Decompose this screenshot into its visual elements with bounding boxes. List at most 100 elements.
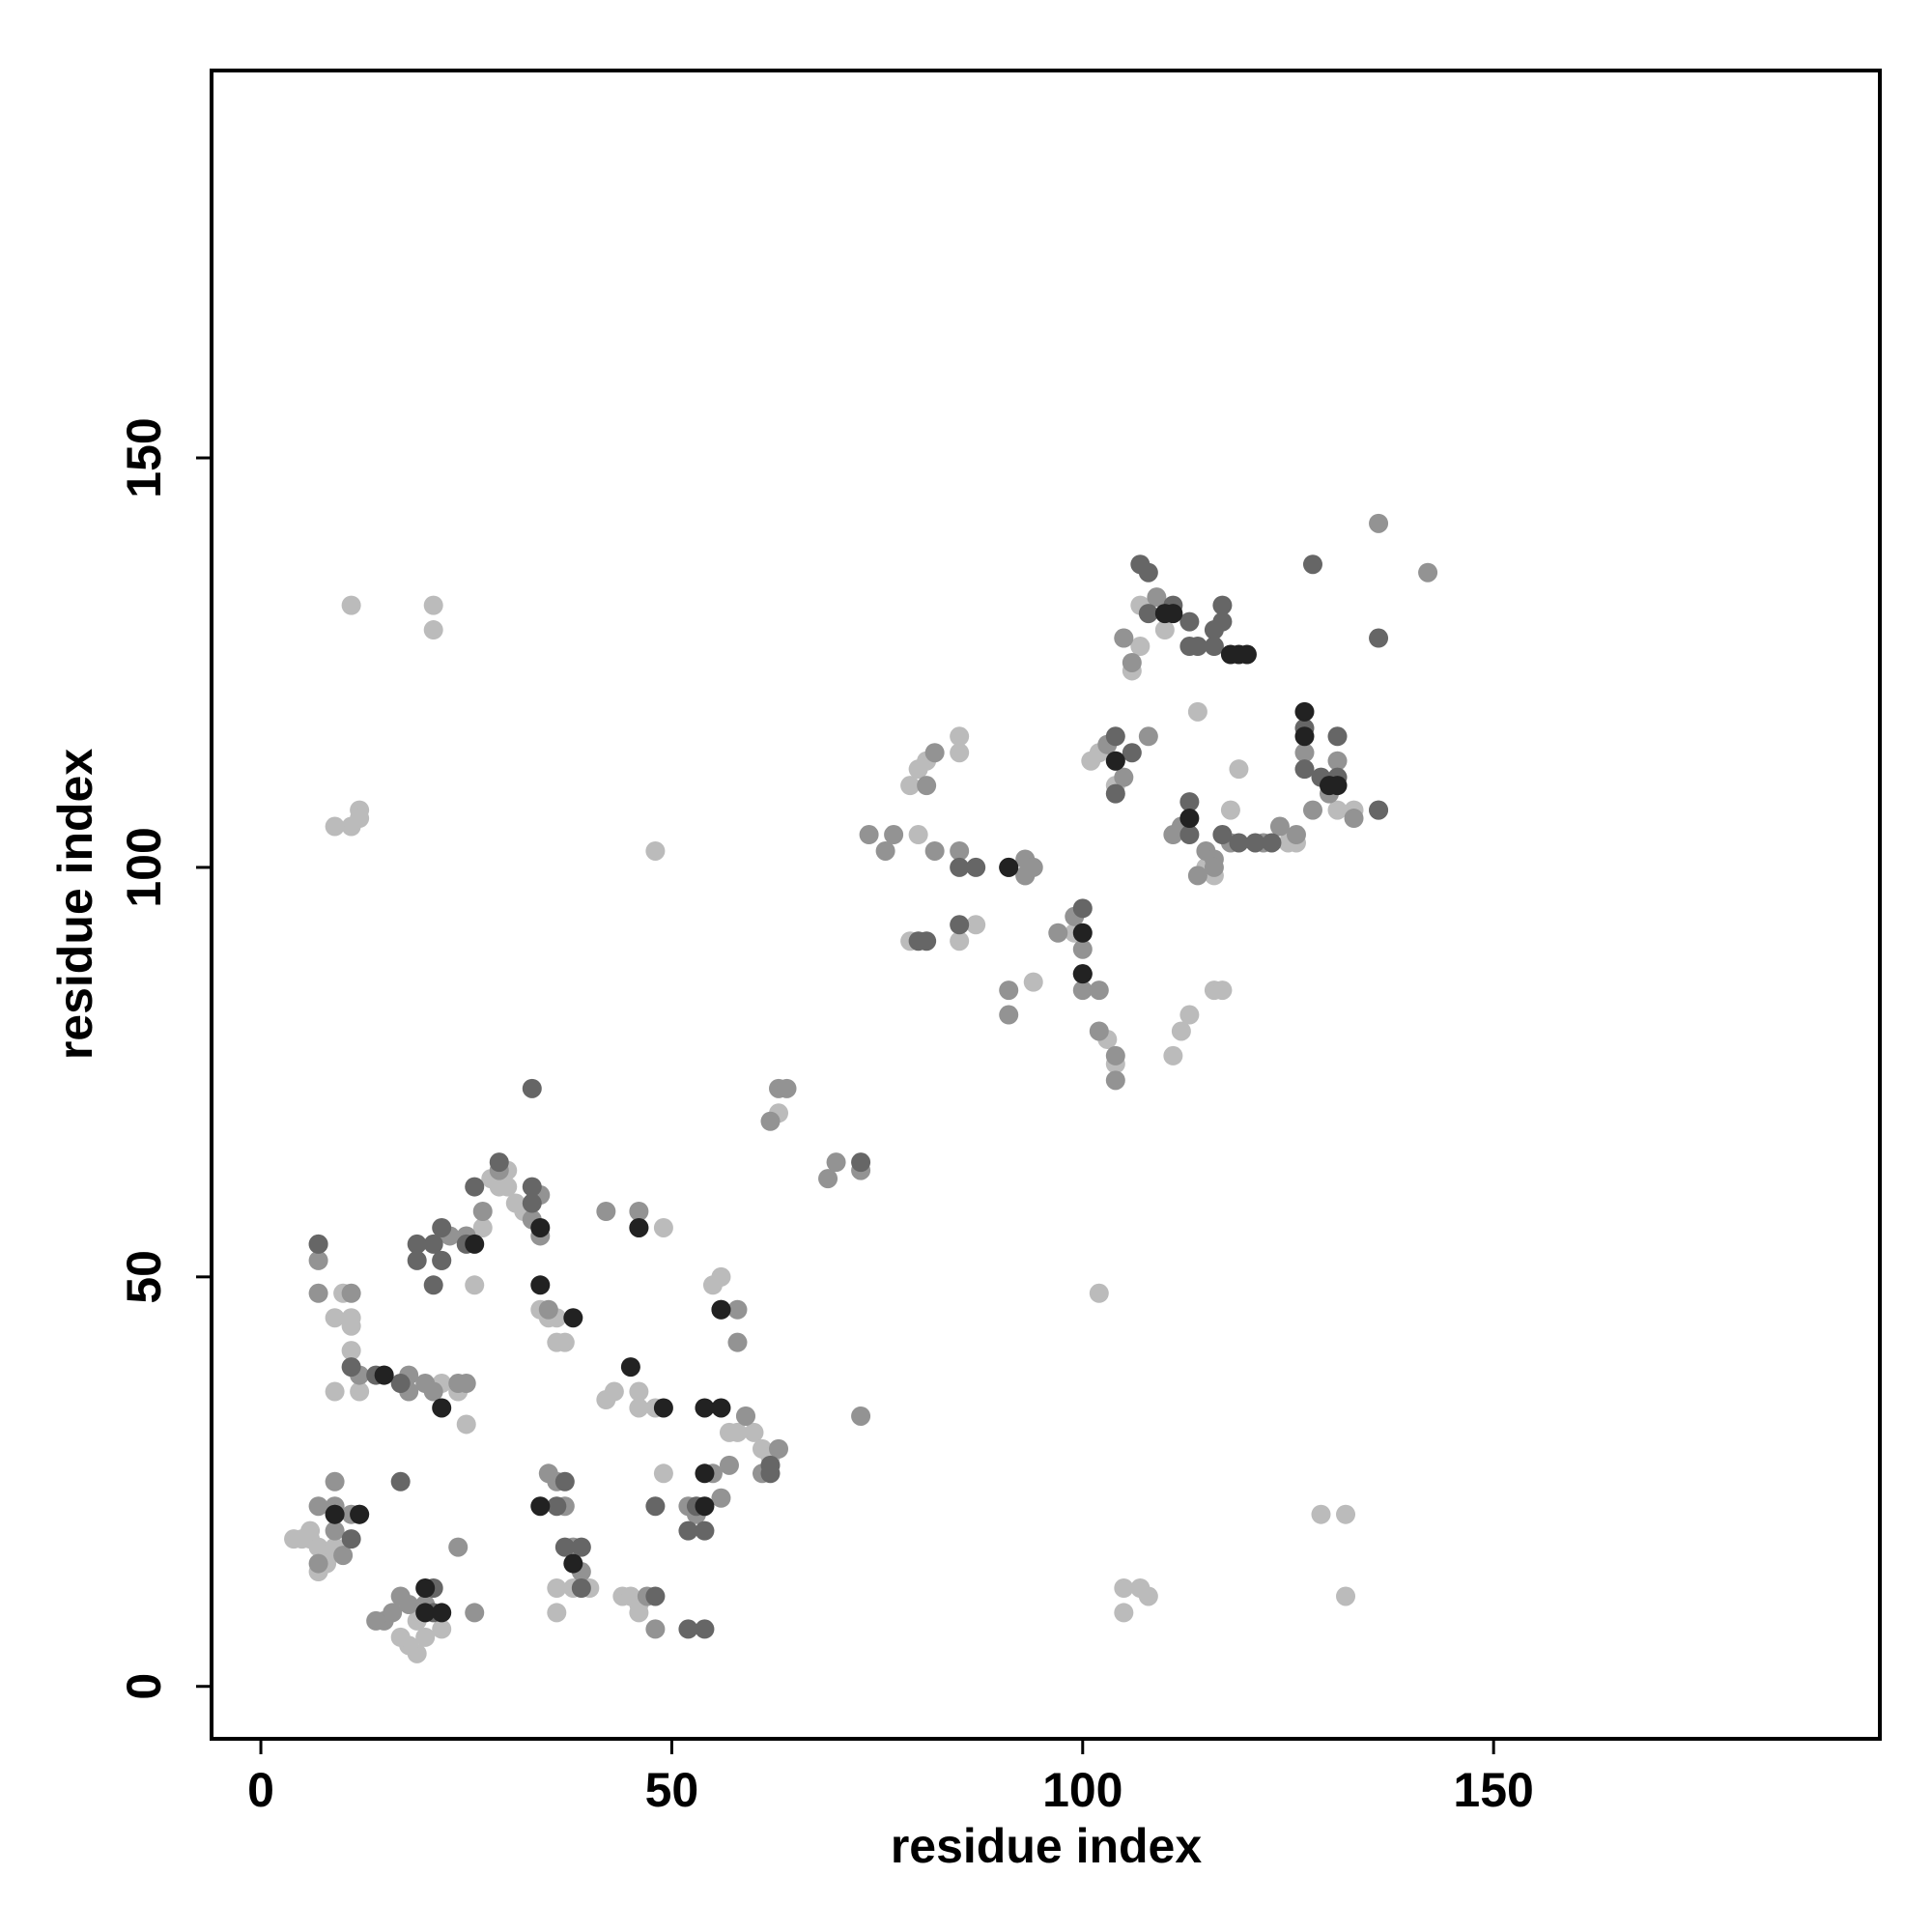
point <box>727 1299 748 1320</box>
point <box>917 776 937 796</box>
point <box>308 1250 328 1270</box>
point <box>1229 759 1249 780</box>
point <box>769 1438 789 1459</box>
point <box>308 1283 328 1303</box>
point <box>695 1496 715 1517</box>
point <box>1327 751 1348 771</box>
point <box>851 1406 871 1426</box>
point <box>341 595 361 615</box>
point <box>308 1553 328 1574</box>
y-tick-label: 100 <box>117 827 171 907</box>
point <box>1327 776 1348 796</box>
point <box>1294 759 1315 780</box>
point <box>399 1594 419 1614</box>
point <box>1236 644 1257 665</box>
x-axis-title: residue index <box>891 1819 1203 1873</box>
point <box>818 1169 838 1189</box>
point <box>497 1177 518 1197</box>
point <box>423 1381 443 1402</box>
point <box>1105 1070 1125 1091</box>
plot-frame <box>210 69 1882 1741</box>
point <box>884 825 904 845</box>
point <box>1138 604 1158 624</box>
point <box>1179 809 1200 829</box>
point <box>350 1504 370 1524</box>
point <box>917 931 937 952</box>
point <box>1072 980 1093 1001</box>
point <box>629 1202 649 1222</box>
point <box>1187 637 1208 657</box>
point <box>325 1381 345 1402</box>
point <box>538 1463 558 1484</box>
point <box>1154 620 1175 640</box>
point <box>522 1177 542 1197</box>
point <box>826 1152 846 1173</box>
point <box>325 1520 345 1541</box>
point <box>1327 726 1348 747</box>
point <box>1105 751 1125 771</box>
point <box>415 1578 436 1599</box>
point <box>538 1299 558 1320</box>
point <box>924 840 945 861</box>
point <box>1269 816 1290 837</box>
point <box>341 1357 361 1378</box>
point <box>645 840 666 861</box>
point <box>1163 604 1183 624</box>
point <box>1089 980 1109 1001</box>
point <box>341 1283 361 1303</box>
point <box>1130 637 1151 657</box>
point <box>604 1381 624 1402</box>
point <box>1369 800 1389 820</box>
point <box>695 1520 715 1541</box>
point <box>1114 1603 1134 1623</box>
point <box>629 1603 649 1623</box>
point <box>966 857 986 877</box>
point <box>547 1603 567 1623</box>
point <box>571 1578 591 1599</box>
point <box>432 1619 452 1639</box>
point <box>1212 825 1233 845</box>
point <box>563 1553 583 1574</box>
point <box>1023 972 1043 992</box>
point <box>1212 980 1233 1001</box>
point <box>678 1619 698 1639</box>
point <box>1089 1283 1109 1303</box>
point <box>950 726 970 747</box>
point <box>1212 611 1233 632</box>
point <box>308 1234 328 1254</box>
point <box>465 1234 485 1254</box>
point <box>1204 857 1224 877</box>
point <box>522 1193 542 1213</box>
point <box>547 1332 567 1352</box>
point <box>735 1406 755 1426</box>
point <box>554 1537 575 1557</box>
point <box>465 1603 485 1623</box>
point <box>629 1381 649 1402</box>
point <box>407 1250 427 1270</box>
point <box>530 1496 551 1517</box>
point <box>341 1341 361 1361</box>
point <box>653 1217 673 1237</box>
point <box>366 1610 386 1631</box>
point <box>1072 939 1093 959</box>
point <box>645 1586 666 1606</box>
point <box>325 816 345 837</box>
point <box>1294 701 1315 722</box>
point <box>851 1152 871 1173</box>
point <box>711 1299 731 1320</box>
point <box>423 1234 443 1254</box>
point <box>432 1250 452 1270</box>
point <box>999 857 1019 877</box>
point <box>571 1537 591 1557</box>
point <box>1171 1021 1191 1041</box>
point <box>719 1455 739 1475</box>
point <box>1114 767 1134 787</box>
point <box>966 915 986 935</box>
point <box>1147 587 1167 608</box>
point <box>950 915 970 935</box>
point <box>1327 800 1348 820</box>
point <box>678 1520 698 1541</box>
point <box>1187 701 1208 722</box>
